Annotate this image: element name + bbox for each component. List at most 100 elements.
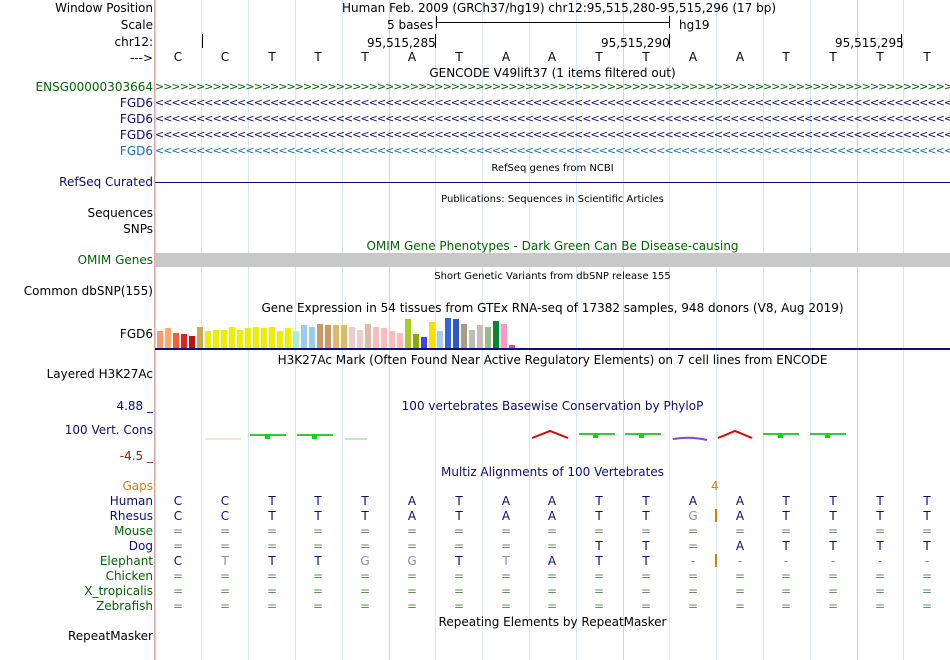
- label-snps[interactable]: SNPs: [123, 222, 153, 236]
- gtex-tissue-bar[interactable]: [325, 325, 331, 348]
- label-omim[interactable]: OMIM Genes: [77, 253, 153, 267]
- gencode-gene-feature[interactable]: <<<<<<<<<<<<<<<<<<<<<<<<<<<<<<<<<<<<<<<<…: [155, 98, 950, 107]
- label-h3k27ac[interactable]: Layered H3K27Ac: [46, 367, 153, 381]
- gtex-tissue-bar[interactable]: [181, 334, 187, 348]
- species-label[interactable]: Dog: [128, 539, 153, 553]
- gtex-tissue-bar[interactable]: [213, 330, 219, 348]
- base-grid-line: [810, 0, 811, 660]
- gtex-tissue-bar[interactable]: [421, 337, 427, 348]
- alignment-base: =: [921, 524, 933, 538]
- gtex-tissue-bar[interactable]: [221, 330, 227, 348]
- gtex-tissue-bar[interactable]: [477, 325, 483, 348]
- label-repeatmasker[interactable]: RepeatMasker: [67, 629, 153, 643]
- gtex-tissue-bar[interactable]: [357, 330, 363, 348]
- gtex-tissue-bar[interactable]: [261, 328, 267, 348]
- gtex-tissue-bar[interactable]: [413, 334, 419, 348]
- reference-base: A: [407, 50, 417, 64]
- gencode-gene-feature[interactable]: >>>>>>>>>>>>>>>>>>>>>>>>>>>>>>>>>>>>>>>>…: [155, 82, 950, 91]
- gencode-gene-label[interactable]: FGD6: [119, 96, 153, 110]
- gtex-bar-chart[interactable]: [155, 316, 555, 348]
- gtex-tissue-bar[interactable]: [405, 319, 411, 348]
- gencode-gene-label[interactable]: FGD6: [119, 112, 153, 126]
- gtex-tissue-bar[interactable]: [365, 324, 371, 348]
- base-grid-line: [576, 0, 577, 660]
- gtex-tissue-bar[interactable]: [189, 336, 195, 348]
- h3k27ac-track-title[interactable]: H3K27Ac Mark (Often Found Near Active Re…: [277, 353, 828, 367]
- gtex-tissue-bar[interactable]: [253, 327, 259, 348]
- gtex-tissue-bar[interactable]: [229, 327, 235, 348]
- gtex-tissue-bar[interactable]: [437, 331, 443, 348]
- gencode-gene-label[interactable]: FGD6: [119, 144, 153, 158]
- label-gtex-gene[interactable]: FGD6: [119, 327, 153, 341]
- omim-feature-bar[interactable]: [155, 253, 950, 267]
- alignment-base: =: [827, 524, 839, 538]
- multiz-track-title[interactable]: Multiz Alignments of 100 Vertebrates: [440, 465, 665, 479]
- label-dbsnp[interactable]: Common dbSNP(155): [23, 284, 153, 298]
- gtex-tissue-bar[interactable]: [317, 324, 323, 348]
- gencode-gene-feature[interactable]: <<<<<<<<<<<<<<<<<<<<<<<<<<<<<<<<<<<<<<<<…: [155, 146, 950, 155]
- omim-track-title[interactable]: OMIM Gene Phenotypes - Dark Green Can Be…: [366, 239, 739, 253]
- gtex-tissue-bar[interactable]: [205, 331, 211, 348]
- species-label[interactable]: X_tropicalis: [84, 584, 153, 598]
- label-refseq[interactable]: RefSeq Curated: [59, 175, 153, 189]
- reference-base: A: [547, 50, 557, 64]
- alignment-base: =: [453, 584, 465, 598]
- gtex-tissue-bar[interactable]: [197, 327, 203, 348]
- gtex-tissue-bar[interactable]: [493, 321, 499, 348]
- publications-track-title[interactable]: Publications: Sequences in Scientific Ar…: [441, 194, 664, 205]
- gtex-tissue-bar[interactable]: [469, 330, 475, 348]
- phylop-graph[interactable]: [155, 420, 950, 450]
- browser-image-area[interactable]: Human Feb. 2009 (GRCh37/hg19) chr12:95,5…: [155, 0, 950, 660]
- gtex-tissue-bar[interactable]: [389, 331, 395, 348]
- species-label[interactable]: Rhesus: [109, 509, 153, 523]
- species-label[interactable]: Mouse: [114, 524, 153, 538]
- gtex-tissue-bar[interactable]: [485, 327, 491, 348]
- gtex-tissue-bar[interactable]: [333, 325, 339, 348]
- gtex-tissue-bar[interactable]: [445, 318, 451, 348]
- gtex-tissue-bar[interactable]: [237, 330, 243, 348]
- label-phylop[interactable]: 100 Vert. Cons: [64, 423, 153, 437]
- gencode-track-title[interactable]: GENCODE V49lift37 (1 items filtered out): [429, 66, 676, 80]
- gtex-tissue-bar[interactable]: [429, 322, 435, 348]
- base-grid-line: [669, 0, 670, 660]
- gtex-tissue-bar[interactable]: [165, 328, 171, 348]
- species-label[interactable]: Chicken: [105, 569, 153, 583]
- species-label[interactable]: Elephant: [99, 554, 153, 568]
- gencode-gene-label[interactable]: ENSG00000303664: [35, 80, 153, 94]
- gtex-tissue-bar[interactable]: [381, 328, 387, 348]
- repeatmasker-track-title[interactable]: Repeating Elements by RepeatMasker: [438, 615, 667, 629]
- label-strand[interactable]: --->: [129, 51, 153, 65]
- gtex-tissue-bar[interactable]: [453, 319, 459, 348]
- gtex-tissue-bar[interactable]: [285, 328, 291, 348]
- alignment-base: =: [219, 539, 231, 553]
- refseq-track-title[interactable]: RefSeq genes from NCBI: [491, 163, 614, 174]
- gtex-tissue-bar[interactable]: [269, 327, 275, 348]
- gtex-tissue-bar[interactable]: [349, 327, 355, 348]
- gtex-tissue-bar[interactable]: [173, 333, 179, 348]
- gtex-track-title[interactable]: Gene Expression in 54 tissues from GTEx …: [261, 301, 844, 315]
- gtex-tissue-bar[interactable]: [373, 327, 379, 348]
- dbsnp-track-title[interactable]: Short Genetic Variants from dbSNP releas…: [434, 271, 671, 282]
- species-label[interactable]: Human: [109, 494, 153, 508]
- gtex-tissue-bar[interactable]: [309, 327, 315, 348]
- gtex-tissue-bar[interactable]: [301, 325, 307, 348]
- gencode-gene-feature[interactable]: <<<<<<<<<<<<<<<<<<<<<<<<<<<<<<<<<<<<<<<<…: [155, 114, 950, 123]
- gtex-tissue-bar[interactable]: [509, 345, 515, 348]
- reference-base: A: [735, 50, 745, 64]
- gtex-tissue-bar[interactable]: [501, 324, 507, 348]
- label-publications[interactable]: Sequences: [87, 206, 153, 220]
- phylop-track-title[interactable]: 100 vertebrates Basewise Conservation by…: [401, 399, 704, 413]
- gencode-gene-feature[interactable]: <<<<<<<<<<<<<<<<<<<<<<<<<<<<<<<<<<<<<<<<…: [155, 130, 950, 139]
- gtex-tissue-bar[interactable]: [157, 331, 163, 348]
- gencode-gene-label[interactable]: FGD6: [119, 128, 153, 142]
- species-label[interactable]: Zebrafish: [96, 599, 153, 613]
- gtex-tissue-bar[interactable]: [293, 331, 299, 348]
- gtex-tissue-bar[interactable]: [277, 331, 283, 348]
- phylop-mark: [717, 429, 753, 439]
- gtex-tissue-bar[interactable]: [341, 325, 347, 348]
- gtex-tissue-bar[interactable]: [245, 328, 251, 348]
- gtex-tissue-bar[interactable]: [461, 324, 467, 348]
- alignment-base: A: [735, 494, 745, 508]
- gtex-tissue-bar[interactable]: [397, 333, 403, 348]
- refseq-gene-line[interactable]: [155, 182, 950, 183]
